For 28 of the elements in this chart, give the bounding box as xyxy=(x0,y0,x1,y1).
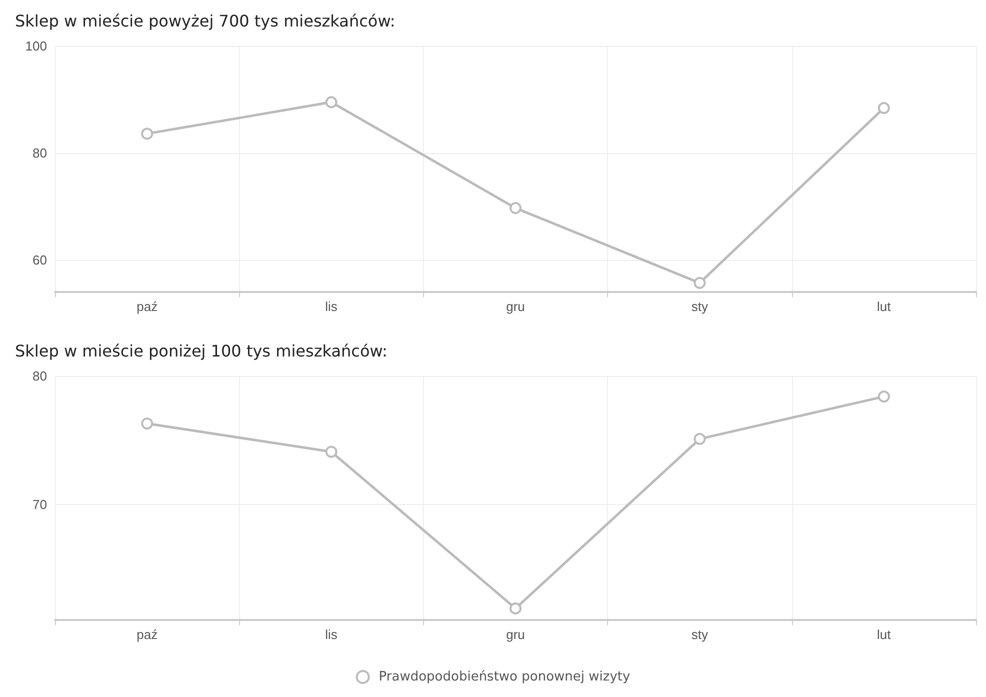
chart-title: Sklep w mieście powyżej 700 tys mieszkańców: xyxy=(15,12,396,30)
point xyxy=(141,418,154,430)
legend-label: Prawdopodobieństwo ponownej wizyty xyxy=(378,670,631,684)
x-tick-label: paź xyxy=(136,627,158,642)
y-tick-label: 100 xyxy=(25,38,47,54)
point xyxy=(510,602,522,614)
x-tick-label: lut xyxy=(877,299,892,314)
y-tick-label: 80 xyxy=(32,368,47,384)
point xyxy=(325,446,338,458)
point xyxy=(325,96,338,108)
x-tick-label: sty xyxy=(691,627,708,642)
x-tick-label: lis xyxy=(325,627,338,642)
x-tick-label: lis xyxy=(325,299,338,314)
point xyxy=(694,276,706,289)
x-tick-label: sty xyxy=(691,299,708,314)
point xyxy=(878,102,890,114)
point xyxy=(878,390,890,403)
point xyxy=(510,202,522,214)
chart-title: Sklep w mieście poniżej 100 tys mieszkańców: xyxy=(15,342,388,360)
y-tick-label: 80 xyxy=(32,145,47,160)
point xyxy=(141,128,154,140)
x-tick-label: lut xyxy=(877,627,892,642)
point xyxy=(694,432,706,445)
y-tick-label: 70 xyxy=(32,496,47,512)
x-tick-label: paź xyxy=(136,299,158,314)
x-tick-label: gru xyxy=(506,299,525,314)
y-tick-label: 60 xyxy=(32,252,47,268)
x-tick-label: gru xyxy=(506,627,525,642)
